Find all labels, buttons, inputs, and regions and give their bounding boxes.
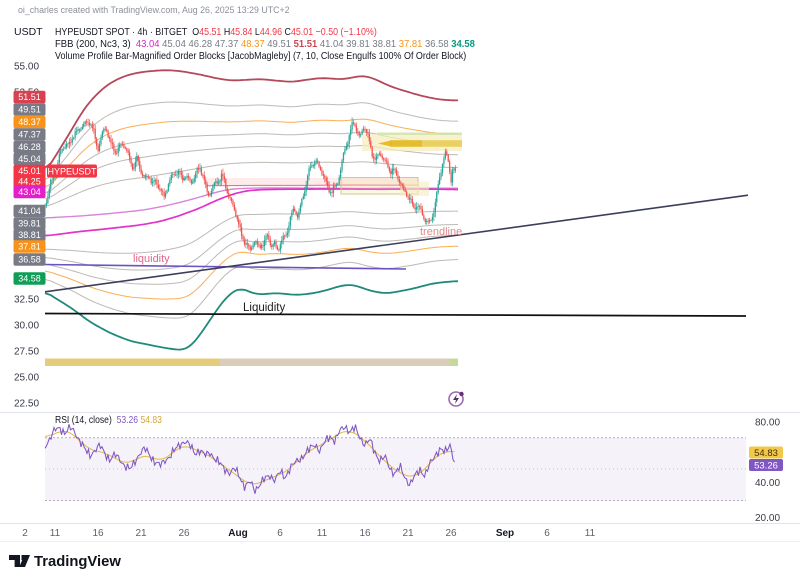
- svg-text:Sep: Sep: [496, 528, 514, 539]
- svg-text:HYPEUSDT: HYPEUSDT: [47, 167, 97, 177]
- svg-text:26: 26: [178, 528, 190, 539]
- svg-text:36.58: 36.58: [18, 255, 41, 265]
- svg-text:37.81: 37.81: [18, 242, 41, 252]
- svg-text:54.83: 54.83: [754, 448, 778, 459]
- svg-text:51.51: 51.51: [18, 92, 41, 102]
- svg-text:30.00: 30.00: [14, 321, 39, 332]
- svg-text:16: 16: [359, 528, 371, 539]
- svg-text:2: 2: [22, 528, 28, 539]
- svg-text:11: 11: [50, 528, 61, 539]
- svg-text:21: 21: [135, 528, 147, 539]
- svg-text:47.37: 47.37: [18, 130, 41, 140]
- svg-text:TradingView: TradingView: [34, 554, 121, 570]
- svg-text:39.81: 39.81: [18, 219, 41, 229]
- svg-text:11: 11: [317, 528, 328, 539]
- svg-text:21: 21: [402, 528, 414, 539]
- svg-text:27.50: 27.50: [14, 347, 39, 358]
- svg-text:38.81: 38.81: [18, 230, 41, 240]
- svg-text:48.37: 48.37: [18, 117, 41, 127]
- svg-text:49.51: 49.51: [18, 105, 41, 115]
- svg-text:34.58: 34.58: [18, 274, 41, 284]
- svg-text:25.00: 25.00: [14, 373, 39, 384]
- svg-text:Aug: Aug: [228, 528, 247, 539]
- svg-text:16: 16: [92, 528, 104, 539]
- svg-text:53.26: 53.26: [754, 460, 778, 471]
- svg-text:6: 6: [277, 528, 283, 539]
- svg-text:11: 11: [585, 528, 596, 539]
- svg-text:26: 26: [445, 528, 457, 539]
- svg-text:32.50: 32.50: [14, 295, 39, 306]
- svg-text:22.50: 22.50: [14, 399, 39, 410]
- svg-text:Liquidity: Liquidity: [243, 302, 285, 314]
- svg-text:40.00: 40.00: [755, 478, 780, 489]
- svg-text:45.04: 45.04: [18, 154, 41, 164]
- svg-text:liquidity: liquidity: [133, 253, 170, 265]
- svg-text:46.28: 46.28: [18, 142, 41, 152]
- svg-text:43.04: 43.04: [18, 187, 41, 197]
- svg-text:6: 6: [544, 528, 550, 539]
- svg-text:41.04: 41.04: [18, 206, 41, 216]
- svg-text:80.00: 80.00: [755, 418, 780, 429]
- svg-text:55.00: 55.00: [14, 62, 39, 73]
- svg-text:44.25: 44.25: [18, 177, 41, 187]
- svg-text:45.01: 45.01: [18, 166, 41, 176]
- svg-text:20.00: 20.00: [755, 513, 780, 524]
- svg-text:trendline: trendline: [420, 226, 462, 238]
